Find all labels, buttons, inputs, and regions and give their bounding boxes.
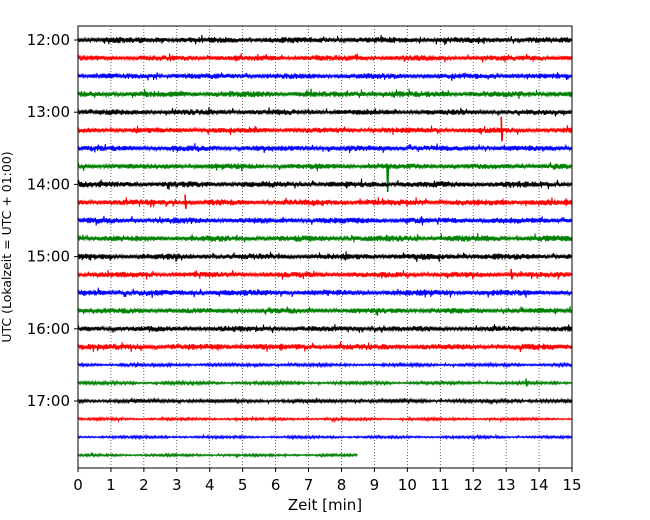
x-tick-label: 10: [398, 476, 417, 494]
trace-row: [77, 397, 572, 406]
x-tick-label: 5: [238, 476, 248, 494]
x-tick-label: 12: [464, 476, 483, 494]
y-tick-label: 16:00: [27, 320, 70, 338]
seismic-traces: [77, 34, 572, 459]
trace-row: [77, 178, 572, 190]
trace-row: [77, 72, 572, 81]
trace-row: [77, 306, 572, 316]
y-tick-label: 14:00: [27, 175, 70, 193]
x-tick-label: 8: [337, 476, 347, 494]
trace-row: [77, 215, 572, 226]
plot-frame: [77, 25, 573, 469]
y-axis-label: UTC (Lokalzeit = UTC + 01:00): [0, 151, 14, 342]
trace-event-spike: [525, 378, 529, 387]
trace-row: [77, 269, 572, 280]
trace-event-spike: [510, 268, 514, 280]
y-axis: 12:00 13:00 14:00 15:00 16:00 17:00: [27, 31, 78, 410]
x-tick-label: 4: [205, 476, 215, 494]
x-tick-label: 15: [562, 476, 581, 494]
x-tick-label: 2: [139, 476, 149, 494]
x-tick-label: 11: [431, 476, 450, 494]
trace-event-spike: [500, 116, 504, 142]
x-tick-label: 1: [106, 476, 116, 494]
trace-row: [77, 53, 572, 63]
y-tick-label: 13:00: [27, 103, 70, 121]
trace-row: [77, 125, 572, 136]
trace-row: [77, 341, 572, 353]
x-tick-label: 6: [271, 476, 281, 494]
x-axis: 0 1 2 3 4 5 6 7 8 9 10 11 12 13 14 15: [73, 468, 582, 494]
trace-event-spike: [386, 164, 390, 192]
x-tick-label: 0: [73, 476, 83, 494]
trace-row: [77, 143, 572, 154]
x-tick-label: 3: [172, 476, 182, 494]
x-tick-label: 7: [304, 476, 314, 494]
trace-row: [77, 433, 572, 442]
trace-row: [77, 88, 572, 99]
trace-row: [77, 361, 572, 369]
trace-row: [77, 107, 572, 117]
y-tick-label: 17:00: [27, 392, 70, 410]
x-tick-label: 9: [370, 476, 380, 494]
trace-row: [77, 415, 572, 424]
x-tick-label: 13: [497, 476, 516, 494]
trace-row: [77, 251, 572, 263]
trace-row: [77, 287, 572, 299]
trace-row: [77, 34, 572, 46]
trace-row: [77, 232, 572, 243]
trace-row: [77, 378, 572, 387]
trace-event-spike: [184, 194, 188, 209]
trace-row: [77, 162, 572, 172]
y-tick-label: 12:00: [27, 31, 70, 49]
trace-row: [77, 197, 572, 208]
y-tick-label: 15:00: [27, 248, 70, 266]
x-tick-label: 14: [530, 476, 549, 494]
trace-row: [77, 324, 572, 333]
trace-row: [77, 451, 358, 459]
x-axis-label: Zeit [min]: [288, 496, 362, 514]
